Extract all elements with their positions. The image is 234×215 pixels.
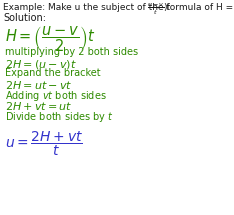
Text: Divide both sides by $t$: Divide both sides by $t$	[5, 110, 113, 124]
Text: $2H + vt = ut$: $2H + vt = ut$	[5, 100, 73, 112]
Text: Adding $vt$ both sides: Adding $vt$ both sides	[5, 89, 107, 103]
Text: multiplying by 2 both sides: multiplying by 2 both sides	[5, 47, 138, 57]
Text: $u = \dfrac{2H+vt}{t}$: $u = \dfrac{2H+vt}{t}$	[5, 130, 83, 158]
Text: $\frac{u-v}{t}$: $\frac{u-v}{t}$	[147, 2, 165, 17]
Text: Solution:: Solution:	[3, 13, 46, 23]
Text: $2H = (u-v)t$: $2H = (u-v)t$	[5, 58, 77, 71]
Text: Expand the bracket: Expand the bracket	[5, 68, 101, 78]
Text: Example: Make u the subject of the formula of H = (: Example: Make u the subject of the formu…	[3, 3, 234, 12]
Text: )t: )t	[163, 3, 170, 12]
Text: $2H = ut - vt$: $2H = ut - vt$	[5, 79, 73, 91]
Text: $H = \left(\dfrac{u-v}{2}\right)t$: $H = \left(\dfrac{u-v}{2}\right)t$	[5, 24, 95, 54]
